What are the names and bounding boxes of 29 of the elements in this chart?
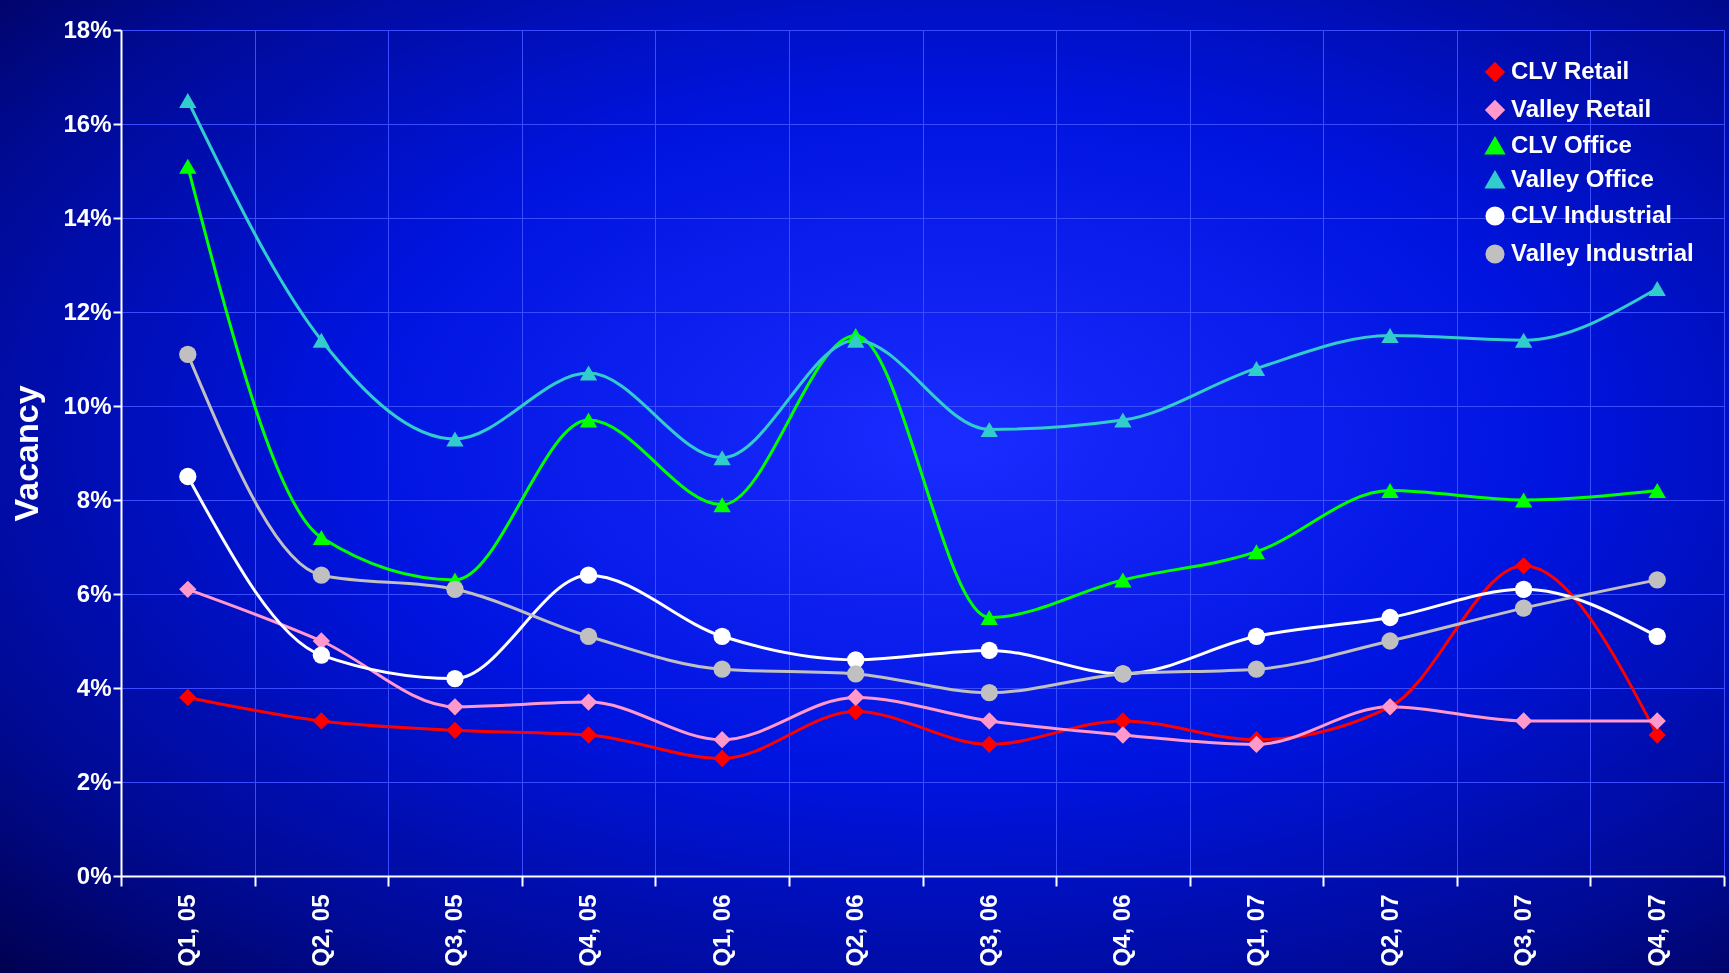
legend-label: Valley Office: [1511, 165, 1654, 192]
x-tick-label: Q1, 05: [173, 894, 201, 967]
x-tick-label: Q4, 07: [1642, 894, 1670, 967]
y-tick-label: 8%: [76, 485, 112, 513]
x-tick-label: Q2, 06: [841, 894, 869, 967]
x-tick-label: Q2, 05: [306, 894, 334, 967]
y-axis-title: Vacancy: [7, 385, 46, 522]
y-tick-label: 6%: [76, 579, 112, 607]
y-tick-label: 2%: [76, 767, 112, 795]
legend-label: Valley Industrial: [1511, 239, 1694, 266]
x-tick-label: Q1, 06: [707, 894, 735, 967]
y-tick-label: 12%: [63, 297, 112, 325]
y-tick-label: 16%: [63, 109, 112, 137]
x-tick-label: Q3, 06: [974, 894, 1002, 967]
x-tick-label: Q1, 07: [1241, 894, 1269, 967]
x-tick-label: Q4, 06: [1108, 894, 1136, 967]
y-tick-label: 14%: [63, 203, 112, 231]
x-tick-label: Q3, 07: [1509, 894, 1537, 967]
legend-label: Valley Retail: [1511, 95, 1652, 122]
legend-label: CLV Retail: [1511, 57, 1630, 84]
x-tick-label: Q4, 05: [574, 894, 602, 967]
y-tick-label: 10%: [63, 391, 112, 419]
x-tick-label: Q2, 07: [1375, 894, 1403, 967]
legend-label: CLV Industrial: [1511, 201, 1672, 228]
x-tick-label: Q3, 05: [440, 894, 468, 967]
y-tick-label: 18%: [63, 15, 112, 43]
y-tick-label: 0%: [76, 861, 112, 889]
legend-label: CLV Office: [1511, 131, 1632, 158]
y-tick-label: 4%: [76, 673, 112, 701]
